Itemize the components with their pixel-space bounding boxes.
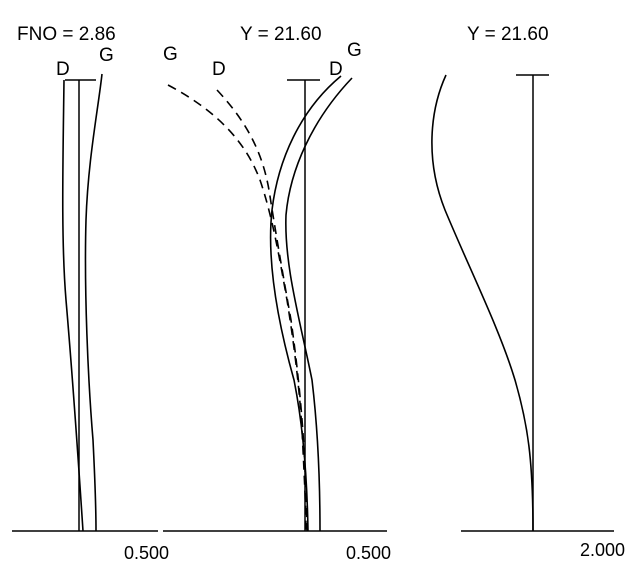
panel1-curve-label-g: G	[99, 45, 114, 66]
panel3-header: Y = 21.60	[467, 24, 549, 45]
panel3-scale-label: 2.000	[580, 540, 625, 560]
panel2-dashed-curve-g	[167, 84, 307, 532]
panel2-scale-label: 0.500	[346, 543, 391, 563]
panel1-header: FNO = 2.86	[17, 24, 116, 45]
astigmatism-panel: Y = 21.60 G D D G 0.500	[163, 24, 391, 563]
panel2-dashed-curve-d	[216, 89, 308, 532]
panel2-label-d-left: D	[212, 59, 226, 80]
panel1-curve-label-d: D	[56, 59, 70, 80]
distortion-panel: Y = 21.60 2.000	[431, 24, 625, 560]
panel2-header: Y = 21.60	[240, 24, 322, 45]
panel1-curve-d	[61, 79, 84, 532]
panel2-solid-curve-g	[285, 77, 353, 532]
panel2-label-d-right: D	[329, 59, 343, 80]
panel3-distortion-curve	[431, 74, 534, 532]
panel2-label-g-right: G	[347, 40, 362, 61]
panel1-curve-g	[84, 73, 103, 532]
panel1-scale-label: 0.500	[124, 543, 169, 563]
spherical-aberration-panel: FNO = 2.86 D G 0.500	[12, 24, 169, 563]
panel2-label-g-left: G	[163, 44, 178, 65]
